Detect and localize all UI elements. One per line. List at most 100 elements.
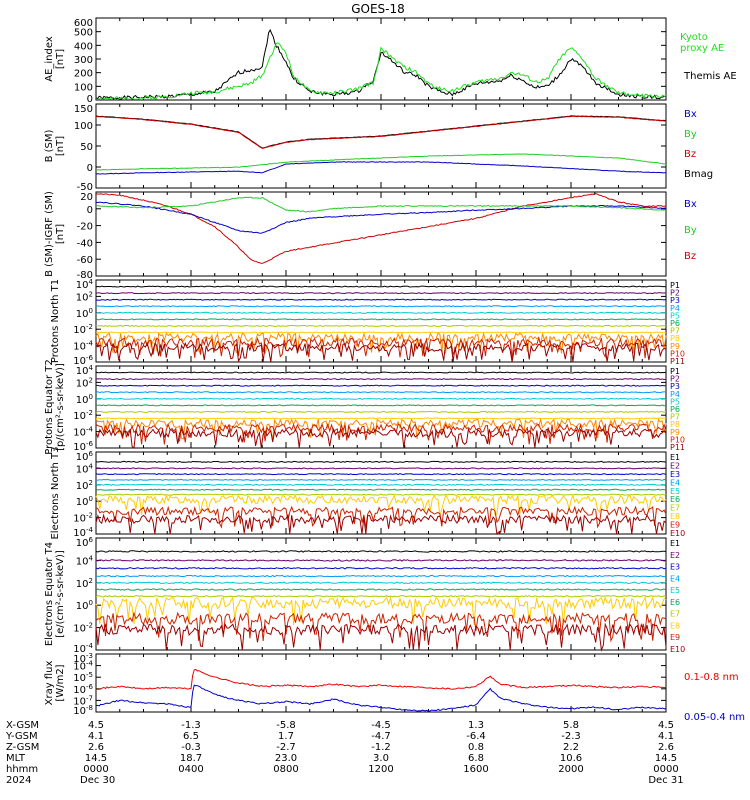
y-tick-label: 10-2 — [73, 409, 93, 422]
footer-value: Dec 30 — [80, 775, 115, 786]
channel-line-p8 — [95, 331, 667, 334]
y-tick-label: 0 — [87, 205, 93, 216]
channel-line-e1 — [95, 460, 667, 463]
y-tick-label: 0 — [87, 163, 93, 174]
channel-line-e6 — [95, 588, 667, 591]
channel-line-p7 — [95, 324, 667, 327]
channel-label-p8: P8 — [670, 420, 680, 429]
channel-line-e8 — [95, 493, 667, 516]
channel-label-e6: E6 — [670, 495, 680, 504]
channel-line-p1 — [95, 285, 667, 288]
y-tick-label: 10-6 — [73, 683, 93, 696]
channel-line-p7 — [95, 410, 667, 413]
y-tick-label: 10-8 — [73, 704, 93, 717]
y-tick-label: 500 — [74, 28, 93, 39]
legend-by: By — [684, 225, 697, 236]
y-tick-label: 10-2 — [73, 622, 93, 635]
footer-row-label: Z-GSM — [6, 742, 39, 753]
y-tick-label: 102 — [76, 479, 93, 492]
legend-by: By — [684, 129, 697, 140]
footer-value: 10.6 — [560, 753, 582, 764]
channel-line-p10 — [95, 422, 667, 445]
footer-value: -6.4 — [466, 731, 486, 742]
y-tick-label: 100 — [74, 82, 93, 93]
y-tick-label: 102 — [76, 290, 93, 303]
series-line-bz — [95, 115, 666, 149]
footer-value: -0.3 — [181, 742, 201, 753]
channel-label-p5: P5 — [670, 311, 680, 320]
panels-group: 6005004003002001000AE_index[nT]Kyotoprox… — [44, 17, 745, 723]
channel-label-p1: P1 — [670, 367, 680, 376]
channel-line-e7 — [95, 493, 667, 496]
channel-line-p4 — [96, 305, 667, 308]
ephemeris-footer: X-GSMY-GSMZ-GSMMLThhmm20244.54.12.614.50… — [5, 720, 684, 786]
y-axis-label: Electrons North T3 — [50, 446, 61, 539]
legend-bmag: Bmag — [684, 169, 713, 180]
y-tick-label: 300 — [74, 55, 93, 66]
legend-xray-long: 0.1-0.8 nm — [684, 672, 739, 683]
channel-label-p6: P6 — [670, 405, 680, 414]
series-line-bmag — [95, 115, 667, 149]
channel-line-p1 — [95, 371, 667, 374]
y-tick-label: 102 — [76, 376, 93, 389]
series-line-0-1-0-8-nm — [95, 668, 667, 690]
channel-label-e5: E5 — [670, 586, 680, 595]
footer-row-label: MLT — [6, 753, 26, 764]
channel-line-e4 — [95, 574, 667, 578]
footer-value: 14.5 — [655, 753, 677, 764]
channel-line-p4 — [95, 391, 667, 394]
channel-label-e1: E1 — [670, 453, 680, 462]
y-axis-label: AE_index[nT] — [44, 36, 66, 82]
channel-line-e5 — [95, 581, 667, 585]
channel-line-e3 — [95, 473, 667, 476]
y-tick-label: 0 — [87, 94, 93, 105]
channel-label-e7: E7 — [670, 610, 680, 619]
y-tick-label: -20 — [77, 222, 93, 233]
footer-value: 0000 — [653, 764, 678, 775]
y-tick-label: 104 — [76, 554, 94, 567]
channel-label-p9: P9 — [670, 342, 680, 351]
footer-value: -1.3 — [181, 720, 201, 731]
plot-title: GOES-18 — [351, 2, 405, 16]
channel-label-p11: P11 — [670, 357, 685, 366]
footer-value: 0800 — [273, 764, 298, 775]
channel-label-e8: E8 — [670, 621, 680, 630]
footer-value: 2000 — [558, 764, 583, 775]
channel-label-e10: E10 — [670, 529, 685, 538]
channel-line-e10 — [95, 513, 667, 536]
channel-label-e7: E7 — [670, 504, 680, 513]
channel-label-e2: E2 — [670, 551, 680, 560]
footer-value: 2.6 — [658, 742, 674, 753]
channel-line-e6 — [95, 488, 667, 491]
channel-label-e10: E10 — [670, 645, 685, 654]
footer-value: 0400 — [178, 764, 203, 775]
footer-value: 4.5 — [658, 720, 674, 731]
y-tick-label: 200 — [74, 69, 93, 80]
channel-label-e3: E3 — [670, 563, 680, 572]
footer-value: 0.8 — [468, 742, 484, 753]
channel-line-p9 — [95, 417, 667, 440]
channel-label-p6: P6 — [670, 319, 680, 328]
footer-value: -2.7 — [276, 742, 296, 753]
channel-label-e1: E1 — [670, 539, 680, 548]
y-axis-label: Xray flux[W/m2] — [44, 661, 66, 706]
channel-label-p11: P11 — [670, 443, 685, 452]
y-tick-label: 100 — [74, 121, 93, 132]
footer-value: Dec 31 — [648, 775, 683, 786]
footer-value: 0000 — [83, 764, 108, 775]
channel-line-e1 — [95, 550, 667, 553]
footer-value: 4.1 — [88, 731, 104, 742]
channel-label-p1: P1 — [670, 281, 680, 290]
footer-value: 4.1 — [658, 731, 674, 742]
y-tick-label: 104 — [76, 364, 94, 377]
channel-label-e4: E4 — [670, 478, 680, 487]
y-tick-label: 100 — [76, 495, 93, 508]
series-line-by — [95, 153, 666, 171]
channel-line-e8 — [95, 595, 667, 626]
channel-label-p4: P4 — [670, 304, 680, 313]
channel-line-e2 — [95, 467, 667, 470]
footer-value: 1.3 — [468, 720, 484, 731]
